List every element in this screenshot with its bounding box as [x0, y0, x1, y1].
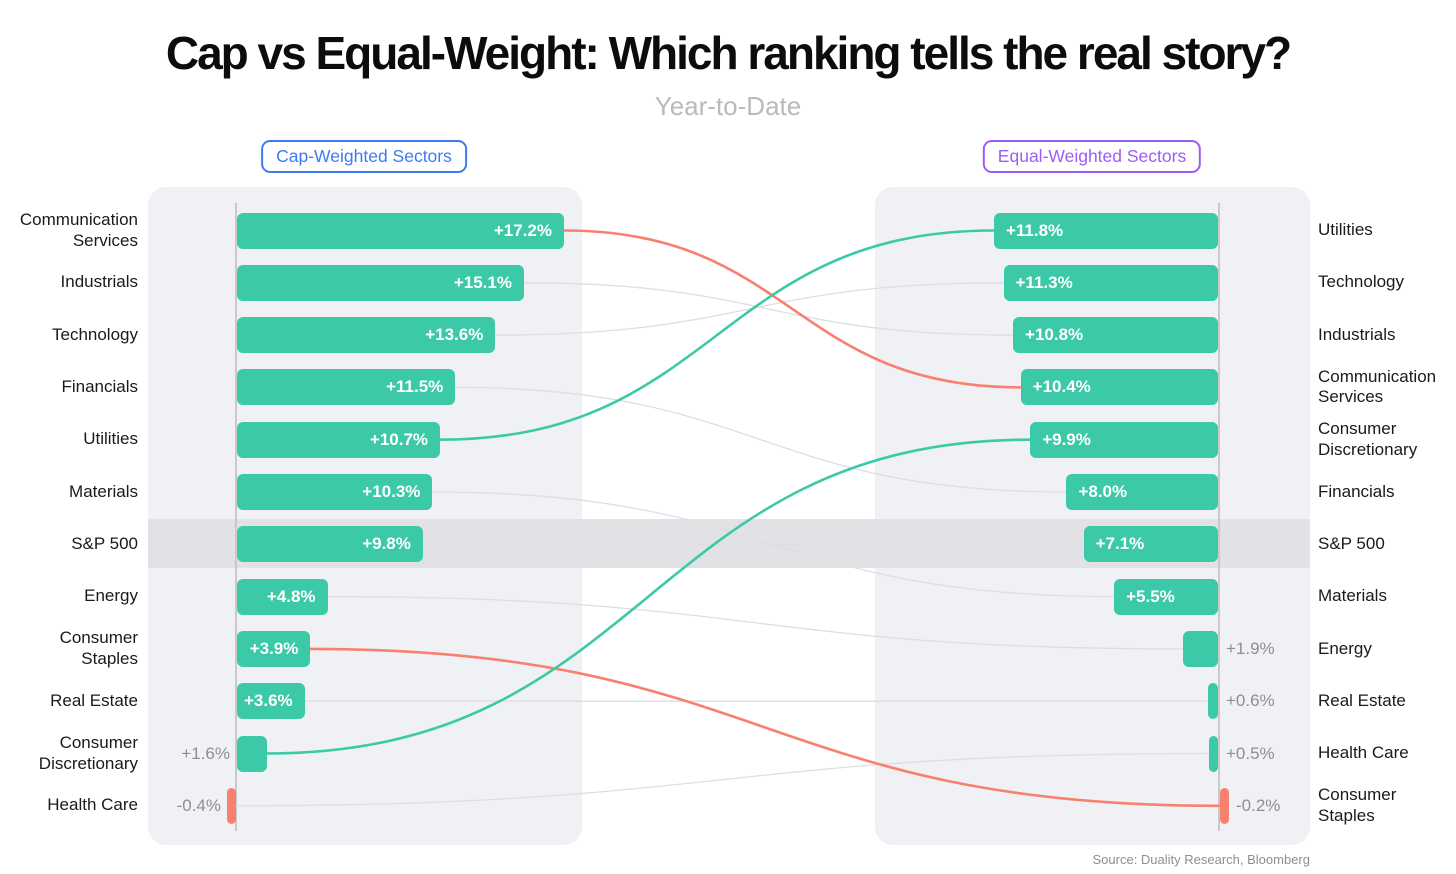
connector-financials — [454, 386, 1068, 493]
legend-equal-weighted: Equal-Weighted Sectors — [982, 140, 1202, 173]
connector-utilities — [438, 229, 996, 441]
connector-consumer-discretionary — [265, 438, 1032, 755]
left-baseline-axis — [235, 203, 237, 831]
connector-consumer-staples — [309, 647, 1221, 808]
right-baseline-axis — [1218, 203, 1220, 831]
source-note: Source: Duality Research, Bloomberg — [1092, 852, 1311, 867]
connector-technology — [494, 282, 1005, 336]
connector-communication-services — [562, 229, 1022, 389]
connector-energy — [326, 595, 1184, 650]
page-subtitle: Year-to-Date — [654, 91, 802, 121]
connector-industrials — [523, 282, 1014, 336]
page-title: Cap vs Equal-Weight: Which ranking tells… — [165, 27, 1292, 79]
legend-cap-weighted: Cap-Weighted Sectors — [261, 140, 467, 173]
connector-health-care — [235, 752, 1211, 807]
